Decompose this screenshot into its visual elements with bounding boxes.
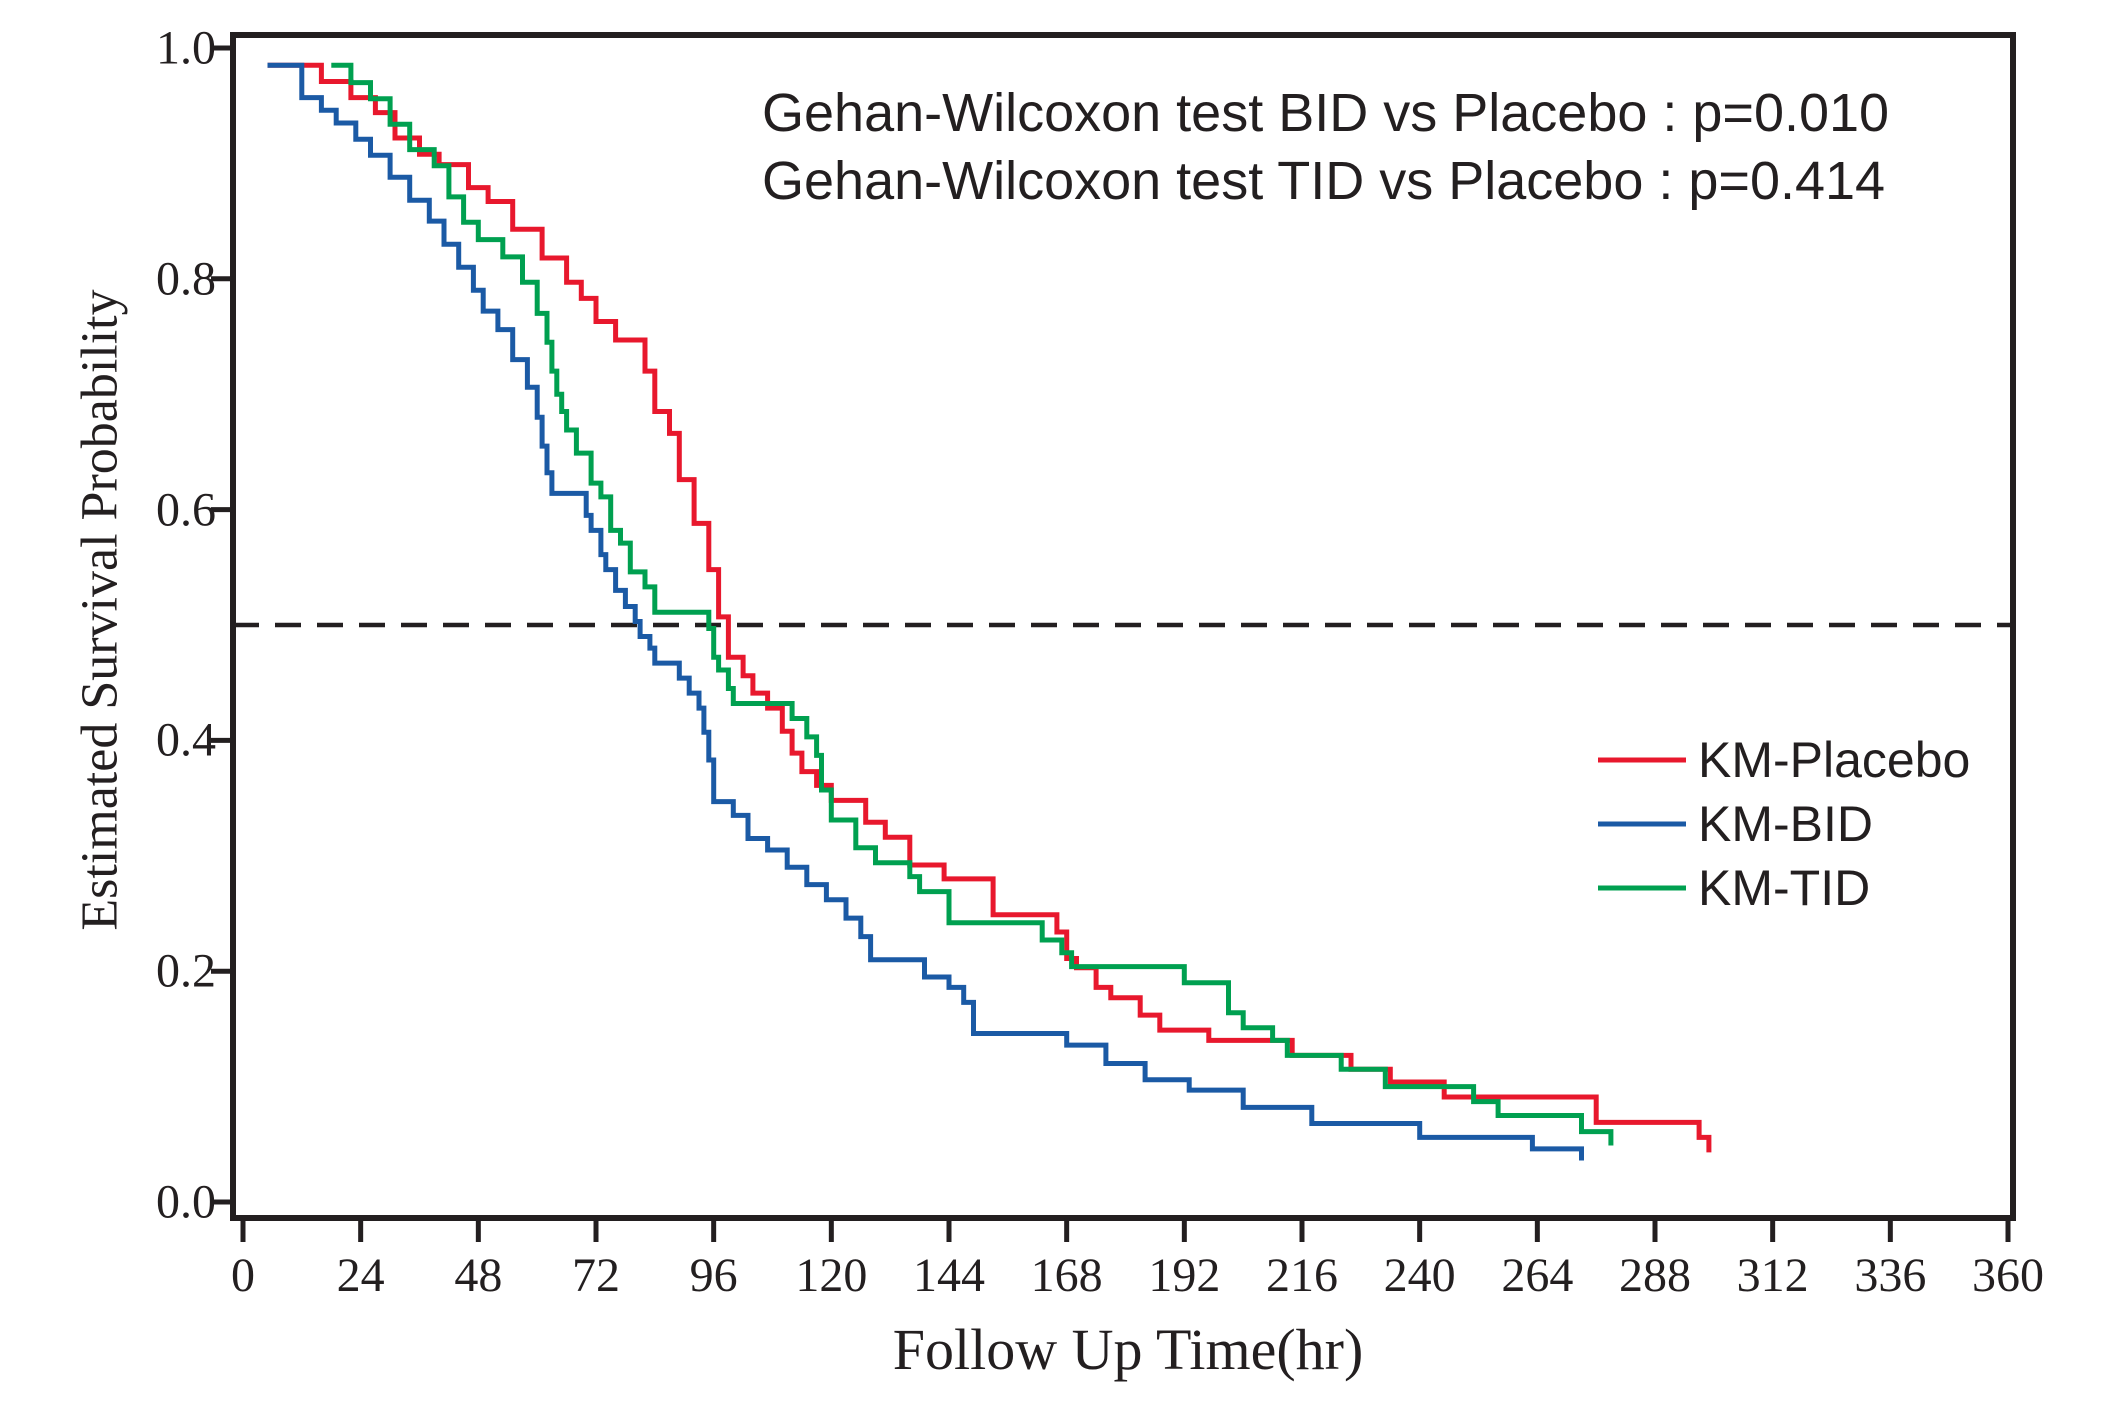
- y-tick-label: 0.6: [156, 483, 216, 537]
- x-tick-label: 24: [336, 1249, 385, 1302]
- x-tick-label: 0: [231, 1249, 255, 1302]
- x-tick-label: 168: [1030, 1249, 1103, 1302]
- km-curve-km-bid: [267, 62, 1584, 1161]
- km-curve-km-placebo: [267, 62, 1712, 1153]
- pvalue-annotation-bid: Gehan-Wilcoxon test BID vs Placebo : p=0…: [762, 83, 1890, 143]
- km-curve-km-tid: [331, 62, 1614, 1146]
- x-axis-title: Follow Up Time(hr): [892, 1317, 1364, 1382]
- legend-label-km-tid: KM-TID: [1698, 860, 1871, 916]
- pvalue-annotation-tid: Gehan-Wilcoxon test TID vs Placebo : p=0…: [762, 151, 1886, 211]
- x-tick-label: 264: [1501, 1249, 1574, 1302]
- x-tick-label: 144: [913, 1249, 985, 1302]
- x-tick-label: 312: [1736, 1249, 1809, 1302]
- legend-label-km-bid: KM-BID: [1698, 796, 1873, 852]
- y-tick-label: 0.0: [156, 1175, 216, 1229]
- y-tick-label: 1.0: [156, 21, 216, 75]
- y-tick-label: 0.8: [156, 252, 216, 306]
- x-tick-label: 120: [795, 1249, 868, 1302]
- legend-label-km-placebo: KM-Placebo: [1698, 732, 1971, 788]
- x-tick-label: 360: [1972, 1249, 2044, 1302]
- x-tick-label: 48: [454, 1249, 503, 1302]
- y-tick-label: 0.4: [156, 713, 216, 767]
- x-tick-label: 96: [689, 1249, 738, 1302]
- x-tick-label: 288: [1619, 1249, 1691, 1302]
- x-tick-label: 72: [572, 1249, 620, 1302]
- y-axis-title: Estimated Survival Probability: [71, 289, 129, 931]
- x-tick-label: 192: [1148, 1249, 1221, 1302]
- x-tick-label: 240: [1383, 1249, 1456, 1302]
- y-tick-label: 0.2: [156, 944, 216, 998]
- x-tick-label: 216: [1266, 1249, 1338, 1302]
- x-tick-label: 336: [1854, 1249, 1927, 1302]
